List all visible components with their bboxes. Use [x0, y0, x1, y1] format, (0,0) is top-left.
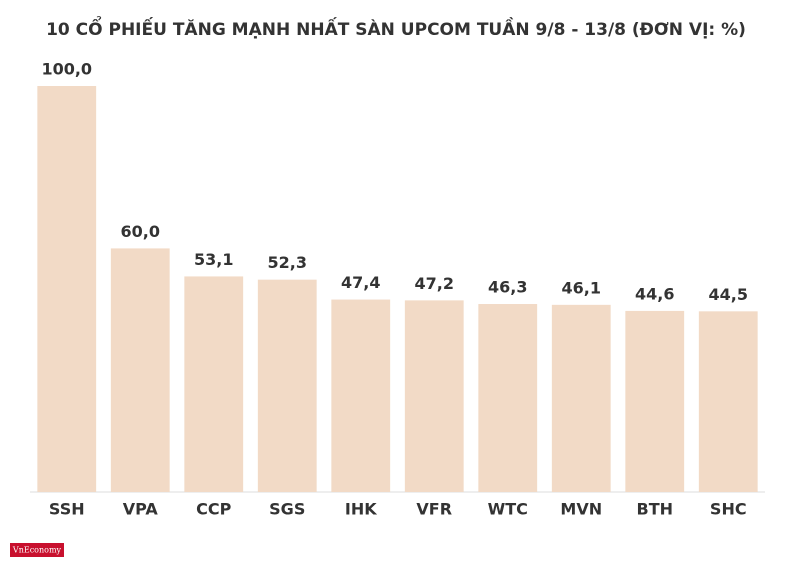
brand-logo: [10, 543, 64, 557]
bar: [404, 300, 464, 492]
value-label: 44,6: [635, 284, 674, 303]
bar: [110, 248, 170, 492]
chart-title: 10 CỔ PHIẾU TĂNG MẠNH NHẤT SÀN UPCOM TUẦ…: [46, 15, 746, 40]
value-label: 52,3: [268, 253, 307, 272]
bar: [184, 276, 244, 492]
bar: [478, 304, 538, 492]
bar: [331, 299, 391, 492]
x-tick-label: SHC: [710, 500, 747, 519]
value-label: 100,0: [41, 60, 92, 79]
brand-text: VnEconomy: [12, 546, 62, 555]
x-tick-label: SGS: [269, 500, 305, 519]
value-label: 60,0: [121, 222, 160, 241]
value-label: 46,1: [562, 278, 601, 297]
bar: [625, 310, 685, 492]
x-tick-label: VPA: [123, 500, 159, 519]
value-label: 47,4: [341, 273, 380, 292]
x-tick-label: WTC: [488, 500, 528, 519]
bar: [551, 304, 611, 492]
value-label: 44,5: [709, 285, 748, 304]
value-label: 47,2: [415, 274, 454, 293]
x-tick-label: VFR: [416, 500, 452, 519]
x-tick-label: BTH: [637, 500, 674, 519]
x-tick-label: IHK: [345, 500, 377, 519]
x-tick-label: MVN: [560, 500, 602, 519]
bar: [37, 86, 97, 492]
value-label: 53,1: [194, 250, 233, 269]
x-tick-label: SSH: [49, 500, 85, 519]
bar: [257, 279, 317, 492]
x-tick-label: CCP: [196, 500, 231, 519]
bar: [698, 311, 758, 492]
value-label: 46,3: [488, 278, 527, 297]
